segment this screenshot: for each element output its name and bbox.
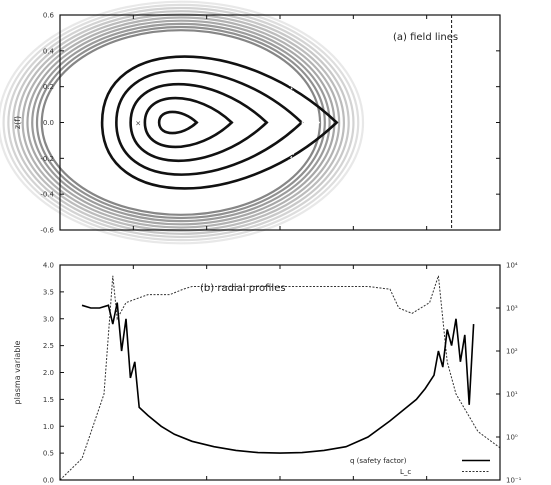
y2-tick-label: 10¹ — [506, 391, 518, 399]
contour-line — [143, 96, 234, 149]
panel-b: 4.0 3.5 3.0 2.5 2.0 1.5 1.0 0.5 0.0 10⁴ 10³ 10² 10¹… — [13, 262, 522, 485]
legend-entry-q: q (safety factor) — [350, 457, 407, 465]
y2-tick-label: 10⁴ — [506, 262, 518, 270]
panel-a: × 0.6 0.4 0.2 0.0 -0.2 -0.4 -0.6 (a) field lin… — [0, 0, 501, 245]
panel-a-label: (a) field lines — [393, 32, 458, 43]
contour-halo — [16, 13, 346, 232]
y-tick-label: 0.0 — [43, 119, 54, 127]
y-tick-label: -0.2 — [40, 155, 54, 163]
panel-b-label: (b) radial profiles — [200, 283, 286, 294]
panel-a-y-axis: 0.6 0.4 0.2 0.0 -0.2 -0.4 -0.6 — [40, 12, 500, 235]
contour-line — [100, 55, 339, 190]
contour-halo — [0, 0, 365, 245]
panel-b-y-label: plasma variable — [13, 340, 22, 404]
contour-plot: × — [0, 0, 365, 245]
y-tick-label: 2.5 — [43, 342, 54, 350]
y-tick-label: 0.5 — [43, 450, 54, 458]
y-tick-label: 0.4 — [43, 47, 55, 55]
panel-b-y2-axis: 10⁴ 10³ 10² 10¹ 10⁰ 10⁻¹ — [496, 262, 522, 485]
panel-b-y-axis: 4.0 3.5 3.0 2.5 2.0 1.5 1.0 0.5 0.0 — [43, 262, 64, 485]
series-lc-line — [59, 275, 501, 481]
y-tick-label: 1.5 — [43, 396, 54, 404]
y2-tick-label: 10² — [506, 348, 518, 356]
contour-line — [122, 76, 286, 169]
o-point-marker: × — [135, 120, 141, 128]
separatrix — [50, 37, 303, 208]
y2-tick-label: 10³ — [506, 305, 518, 313]
contour-halo — [2, 3, 360, 242]
contour-halo — [12, 10, 350, 235]
y-tick-label: 1.0 — [43, 423, 54, 431]
contour-halo — [21, 16, 341, 229]
y2-tick-label: 10⁰ — [506, 434, 518, 442]
contour-line — [129, 83, 269, 162]
y-tick-label: -0.6 — [40, 227, 54, 235]
y-tick-label: 2.0 — [43, 369, 54, 377]
contour-line — [157, 110, 199, 135]
y-tick-label: 0.6 — [43, 12, 55, 20]
contour-line — [137, 90, 251, 155]
y-tick-label: 0.2 — [43, 83, 54, 91]
panel-b-x-ticks — [59, 265, 501, 480]
contour-line — [151, 104, 216, 141]
panel-a-y-label: z(f) — [13, 116, 22, 129]
y-tick-label: 3.0 — [43, 315, 54, 323]
y-tick-label: -0.4 — [40, 191, 54, 199]
legend-entry-lc: L_c — [400, 468, 411, 476]
panel-a-frame — [59, 14, 501, 231]
contour-halo — [40, 29, 322, 216]
contour-halo — [35, 25, 326, 220]
y-tick-label: 4.0 — [43, 262, 54, 270]
contour-halo — [31, 22, 331, 223]
contour-line — [115, 69, 304, 176]
y-tick-label: 3.5 — [43, 288, 54, 296]
legend: q (safety factor) L_c — [350, 457, 490, 476]
contour-halo — [26, 19, 336, 226]
series-q-line — [81, 302, 475, 454]
y2-tick-label: 10⁻¹ — [506, 477, 522, 485]
contour-line — [108, 62, 321, 183]
contour-halo — [7, 6, 355, 239]
y-tick-label: 0.0 — [43, 477, 54, 485]
panel-a-x-ticks — [59, 15, 501, 230]
